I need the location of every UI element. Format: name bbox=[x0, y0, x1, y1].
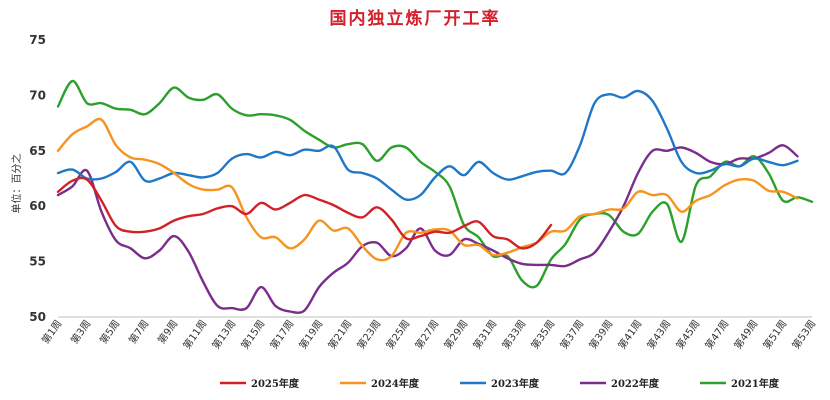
legend-item: 2023年度 bbox=[460, 377, 540, 390]
x-tick-label: 第53周 bbox=[789, 317, 818, 351]
y-tick-label: 55 bbox=[29, 255, 46, 269]
legend-item: 2021年度 bbox=[700, 377, 780, 390]
series-line-2024年度 bbox=[56, 117, 799, 262]
y-axis-label: 单位：百分之 bbox=[10, 154, 23, 214]
legend-item: 2022年度 bbox=[580, 377, 660, 390]
x-tick-label: 第27周 bbox=[412, 317, 441, 351]
series-line-2023年度 bbox=[56, 89, 799, 202]
legend-label: 2023年度 bbox=[491, 377, 540, 390]
x-tick-label: 第49周 bbox=[731, 317, 760, 351]
x-tick-label: 第21周 bbox=[325, 317, 354, 351]
x-tick-label: 第39周 bbox=[586, 317, 615, 351]
legend-label: 2025年度 bbox=[251, 377, 300, 390]
y-tick-label: 75 bbox=[29, 33, 46, 47]
x-tick-label: 第43周 bbox=[644, 317, 673, 351]
x-tick-label: 第45周 bbox=[673, 317, 702, 351]
series-line-2021年度 bbox=[56, 79, 814, 289]
x-tick-label: 第3周 bbox=[68, 317, 94, 346]
legend-item: 2025年度 bbox=[220, 377, 300, 390]
x-tick-label: 第25周 bbox=[383, 317, 412, 351]
x-tick-label: 第47周 bbox=[702, 317, 731, 351]
x-tick-label: 第37周 bbox=[557, 317, 586, 351]
y-tick-label: 65 bbox=[29, 144, 46, 158]
legend-label: 2024年度 bbox=[371, 377, 420, 390]
y-tick-label: 70 bbox=[29, 88, 46, 102]
x-tick-label: 第13周 bbox=[209, 317, 238, 351]
x-tick-label: 第15周 bbox=[238, 317, 267, 351]
x-tick-label: 第7周 bbox=[126, 317, 152, 346]
x-tick-label: 第41周 bbox=[615, 317, 644, 351]
x-tick-label: 第51周 bbox=[760, 317, 789, 351]
series-line-2025年度 bbox=[56, 176, 553, 250]
x-tick-label: 第19周 bbox=[296, 317, 325, 351]
x-tick-label: 第11周 bbox=[180, 317, 209, 351]
x-tick-label: 第35周 bbox=[528, 317, 557, 351]
x-tick-label: 第17周 bbox=[267, 317, 296, 351]
chart-title: 国内独立炼厂开工率 bbox=[329, 9, 501, 29]
y-tick-label: 60 bbox=[29, 199, 46, 213]
series-lines bbox=[56, 79, 814, 314]
y-axis-label-group: 单位：百分之 bbox=[10, 154, 23, 214]
x-tick-label: 第31周 bbox=[470, 317, 499, 351]
legend-item: 2024年度 bbox=[340, 377, 420, 390]
x-tick-label: 第29周 bbox=[441, 317, 470, 351]
legend-label: 2022年度 bbox=[611, 377, 660, 390]
legend-label: 2021年度 bbox=[731, 377, 780, 390]
x-tick-label: 第9周 bbox=[155, 317, 181, 346]
x-tick-label: 第33周 bbox=[499, 317, 528, 351]
x-tick-label: 第5周 bbox=[97, 317, 123, 346]
y-tick-label: 50 bbox=[29, 310, 46, 324]
y-tick-labels: 50 55 60 65 70 75 bbox=[29, 33, 46, 324]
x-tick-label: 第23周 bbox=[354, 317, 383, 351]
x-tick-labels: 第1周 第3周 第5周 第7周 第9周 第11周 第13周 第15周 第17周 第19周 第21周第… bbox=[39, 317, 819, 351]
legend: 2025年度 2024年度 2023年度 2022年度 2021年度 bbox=[220, 377, 780, 390]
